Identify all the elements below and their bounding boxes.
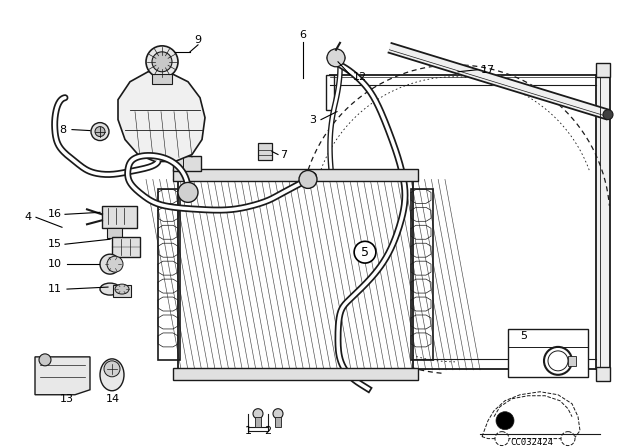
Text: 12: 12 <box>353 72 367 82</box>
Text: 1: 1 <box>244 426 252 435</box>
Circle shape <box>495 431 509 446</box>
Ellipse shape <box>100 359 124 391</box>
Bar <box>568 356 576 366</box>
Ellipse shape <box>327 54 345 62</box>
Circle shape <box>273 409 283 419</box>
Bar <box>596 63 610 77</box>
Bar <box>178 177 413 372</box>
Circle shape <box>178 182 198 202</box>
Text: 14: 14 <box>106 394 120 404</box>
Text: 8: 8 <box>60 125 67 134</box>
Circle shape <box>100 254 120 274</box>
Bar <box>113 285 131 297</box>
Polygon shape <box>35 357 90 395</box>
Text: 10: 10 <box>48 259 62 269</box>
Bar <box>152 74 172 84</box>
Circle shape <box>146 46 178 78</box>
Text: 3: 3 <box>310 115 317 125</box>
Text: 2: 2 <box>264 426 271 435</box>
Bar <box>596 367 610 381</box>
Bar <box>102 207 137 228</box>
Circle shape <box>152 52 172 72</box>
Circle shape <box>95 127 105 137</box>
Bar <box>596 75 610 369</box>
Circle shape <box>496 412 514 430</box>
Text: 5: 5 <box>361 246 369 258</box>
Bar <box>173 368 418 380</box>
Circle shape <box>561 431 575 446</box>
Text: 9: 9 <box>195 35 202 45</box>
Text: 15: 15 <box>48 239 62 249</box>
Bar <box>158 190 180 360</box>
Ellipse shape <box>115 284 129 294</box>
Bar <box>107 228 122 238</box>
Ellipse shape <box>100 283 120 295</box>
Text: 4: 4 <box>24 212 31 222</box>
Bar <box>326 334 334 369</box>
Bar <box>275 417 281 426</box>
Bar <box>112 237 140 257</box>
Circle shape <box>104 361 120 377</box>
Circle shape <box>603 110 613 120</box>
Circle shape <box>299 170 317 189</box>
Text: 6: 6 <box>300 30 307 40</box>
Bar <box>411 190 433 360</box>
Text: 5: 5 <box>520 331 527 341</box>
Circle shape <box>327 49 345 67</box>
Bar <box>508 329 588 377</box>
Text: CC032424: CC032424 <box>511 438 554 447</box>
Circle shape <box>107 256 123 272</box>
Bar <box>326 75 334 110</box>
Text: 11: 11 <box>48 284 62 294</box>
Bar <box>255 417 261 426</box>
Circle shape <box>253 409 263 419</box>
Circle shape <box>91 123 109 141</box>
Polygon shape <box>118 72 205 161</box>
Text: 7: 7 <box>280 150 287 159</box>
Bar <box>173 155 201 172</box>
Polygon shape <box>388 43 609 120</box>
Bar <box>258 142 272 160</box>
Text: 13: 13 <box>60 394 74 404</box>
Circle shape <box>39 354 51 366</box>
Text: 16: 16 <box>48 209 62 220</box>
Bar <box>173 169 418 181</box>
Text: 17: 17 <box>481 65 495 75</box>
